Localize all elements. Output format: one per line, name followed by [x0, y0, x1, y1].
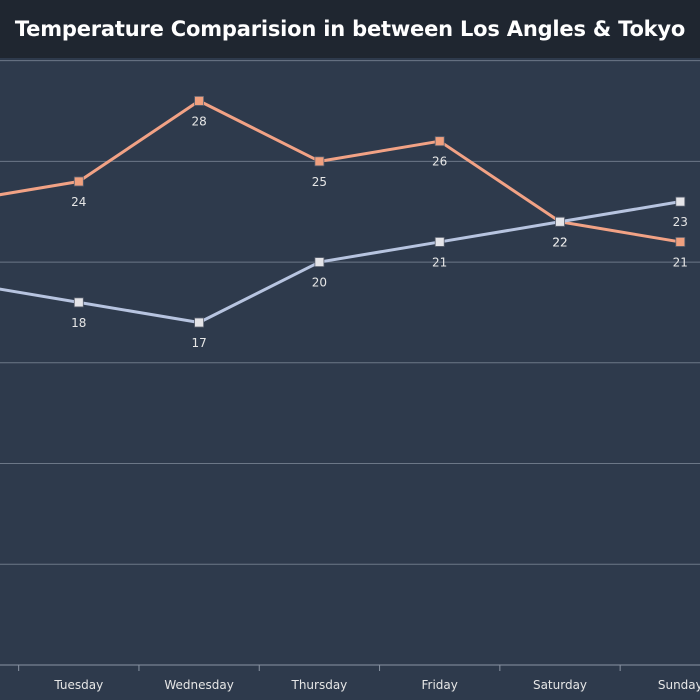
x-tick-label: Sunday: [658, 678, 700, 692]
data-point-marker: [73, 297, 84, 308]
data-label: 25: [312, 175, 327, 189]
data-label: 23: [673, 215, 688, 229]
data-point-marker: [314, 156, 325, 167]
x-tick-label: Saturday: [533, 678, 587, 692]
data-label: 17: [191, 336, 206, 350]
data-point-marker: [194, 95, 205, 106]
data-point-marker: [675, 237, 686, 247]
series-lines: [0, 95, 686, 328]
data-point-marker: [675, 196, 686, 207]
chart-title: Temperature Comparision in between Los A…: [14, 17, 686, 41]
data-point-marker: [434, 136, 445, 147]
x-axis: Tuesday Wednesday Thursday Friday Saturday Su…: [0, 664, 700, 692]
data-label: 22: [552, 235, 567, 249]
data-label: 20: [312, 276, 327, 290]
data-label: 21: [432, 255, 447, 269]
series-line: [0, 99, 681, 244]
data-label: 21: [673, 255, 688, 269]
data-label: 26: [432, 155, 447, 169]
x-tick-label: Thursday: [290, 678, 347, 692]
x-tick-label: Wednesday: [164, 678, 233, 692]
title-bar: Temperature Comparision in between Los A…: [0, 0, 700, 58]
x-tick-label: Friday: [422, 678, 458, 692]
data-point-marker: [314, 257, 325, 267]
grid-lines: [0, 60, 700, 565]
data-point-marker: [73, 176, 84, 187]
data-label: 28: [191, 114, 206, 128]
data-point-marker: [555, 216, 565, 227]
data-point-marker: [194, 317, 205, 328]
data-label: 24: [71, 195, 86, 209]
x-tick-label: Tuesday: [53, 678, 103, 692]
data-point-marker: [434, 237, 445, 247]
data-label: 22: [552, 235, 567, 249]
data-label: 18: [71, 316, 86, 330]
